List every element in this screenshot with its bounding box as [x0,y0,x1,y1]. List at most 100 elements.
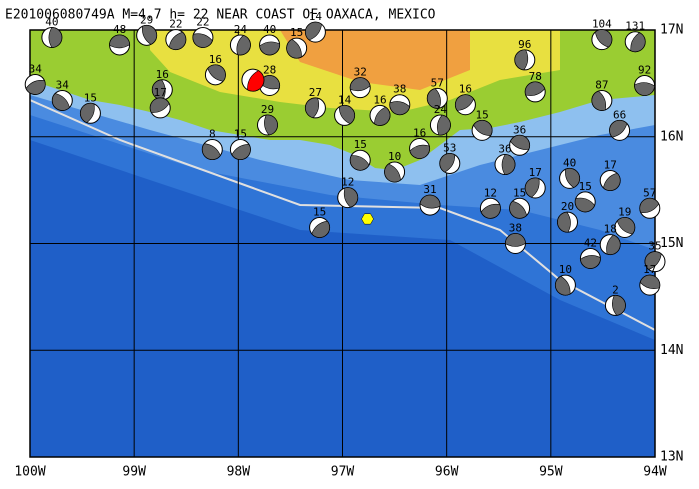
beachball-quadrant [455,94,474,111]
x-tick-label: 95W [539,465,563,480]
beachball-quadrant [419,194,441,209]
depth-label: 15 [354,138,367,151]
beachball-quadrant [409,144,430,159]
beachball-quadrant [305,21,322,41]
depth-label: 18 [604,223,617,236]
depth-label: 16 [156,68,169,81]
depth-label: 10 [388,150,401,163]
title: E201006080749A M=4.7 h= 22 NEAR COAST OF… [5,8,436,23]
depth-label: 34 [56,78,70,91]
beachball-quadrant [264,114,278,136]
depth-label: 15 [513,186,526,199]
beachball-quadrant [612,295,626,316]
depth-label: 28 [263,64,276,77]
depth-label: 31 [423,183,436,196]
beachball-quadrant [207,64,226,82]
depth-label: 57 [643,186,656,199]
depth-label: 92 [638,64,651,77]
frame [29,29,656,458]
depth-label: 20 [561,200,574,213]
beachball-quadrant [389,101,410,116]
depth-label: 10 [559,263,572,276]
beachball-quadrant [286,39,302,59]
beachball-quadrant [644,251,662,270]
depth-label: 131 [625,20,645,33]
depth-label: 19 [618,205,631,218]
beachball-quadrant [343,187,359,208]
beachball-quadrant [480,203,501,219]
depth-label: 38 [509,222,522,235]
depth-label: 66 [613,108,626,121]
beachball-quadrant [557,211,571,233]
x-tick-label: 94W [643,465,667,480]
beachball-quadrant [609,120,628,138]
depth-label: 24 [434,103,448,116]
beachball-quadrant [514,49,529,71]
depth-label: 34 [29,62,43,75]
beachball-quadrant [349,77,371,92]
depth-label: 87 [595,78,608,91]
beachball-quadrant [473,120,493,136]
main-event-quadrant [247,70,265,92]
depth-label: 38 [393,83,406,96]
beachball-quadrant [259,41,280,56]
depth-label: 16 [459,83,472,96]
beachball-quadrant [202,143,221,160]
beachball-quadrant [149,97,170,113]
beachball-quadrant [509,200,527,219]
depth-label: 16 [209,53,222,66]
depth-label: 40 [563,156,576,169]
depth-label: 2 [612,283,619,296]
beachball-quadrant [25,80,46,95]
beachball-quadrant [639,274,661,289]
beachball-quadrant [384,163,401,183]
depth-label: 16 [373,93,386,106]
beachball-quadrant [639,197,660,214]
beachball-quadrant [565,168,580,188]
depth-label: 32 [354,66,367,79]
x-tick-label: 96W [435,465,459,480]
depth-label: 15 [290,26,303,39]
beachball-quadrant [580,255,601,269]
beachball-quadrant [591,90,606,111]
depth-label: 36 [498,143,511,156]
depth-label: 24 [234,23,248,36]
beachball-quadrant [594,29,613,48]
depth-label: 17 [529,166,542,179]
depth-label: 15 [475,108,488,121]
beachball-quadrant [616,217,636,235]
depth-label: 22 [169,18,182,31]
beachball-quadrant [524,177,540,198]
beachball-quadrant [501,154,516,175]
beachball-quadrant [603,172,621,191]
depth-label: 40 [45,15,58,28]
beachball-quadrant [51,93,70,111]
depth-label: 42 [584,236,597,249]
depth-label: 57 [431,76,444,89]
beachball-quadrant [259,75,280,90]
depth-label: 17 [604,159,617,172]
depth-label: 35 [648,240,661,253]
beachball-quadrant [574,197,595,213]
beachball-quadrant [311,220,330,238]
beachball-quadrant [606,234,621,255]
depth-label: 17 [643,263,656,276]
x-tick-label: 99W [122,465,146,480]
beachball-quadrant [439,153,456,173]
beachball-quadrant [374,106,391,126]
beachball-quadrant [48,27,63,48]
beachball-quadrant [634,82,655,96]
beachball-quadrant [555,275,571,296]
depth-label: 78 [529,70,542,83]
depth-label: 27 [309,86,322,99]
depth-label: 12 [341,176,354,189]
beachball-quadrant [427,88,441,109]
depth-label: 36 [513,123,526,136]
y-tick-label: 17N [660,23,683,38]
beachball-quadrant [524,81,546,96]
depth-label: 29 [140,13,153,26]
beachball-quadrant [192,33,213,48]
beachball-quadrant [510,135,530,150]
